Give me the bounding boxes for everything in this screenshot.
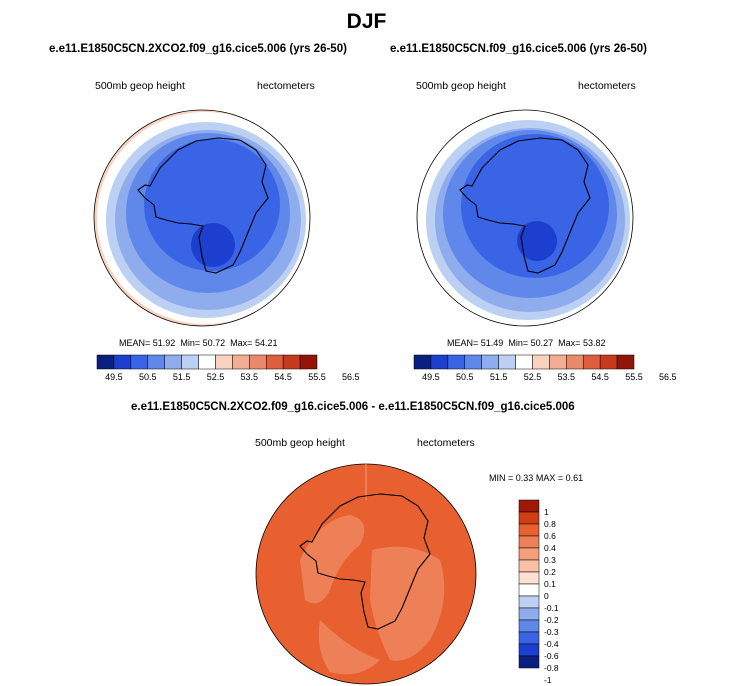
antarctica-coast-left [137, 137, 269, 274]
map-left-fill [94, 110, 310, 326]
panel-title-right: e.e11.E1850C5CN.f09_g16.cice5.006 (yrs 2… [390, 43, 648, 55]
colorbar-tick-label: 53.5 [240, 372, 259, 382]
colorbar-tick-label: 55.5 [308, 372, 326, 382]
colorbar-diff-swatch [518, 511, 540, 525]
colorbar-tick-label: 49.5 [105, 372, 123, 382]
colorbar-swatch [299, 354, 318, 370]
colorbar-tick-label: 50.5 [139, 372, 157, 382]
colorbar-tick-label: 56.5 [342, 372, 360, 382]
colorbar-right-ticks: 49.5 50.5 51.5 52.5 53.5 54.5 55.5 56.5 [0, 372, 733, 386]
stats-left: MEAN= 51.92 Min= 50.72 Max= 54.21 [119, 338, 278, 348]
colorbar-tick-label: 54.5 [274, 372, 292, 382]
colorbar-right [413, 354, 635, 370]
colorbar-diff-swatch [518, 631, 540, 645]
colorbar-tick-label: 52.5 [206, 372, 225, 382]
figure-title: DJF [346, 10, 387, 33]
stats-right: MEAN= 51.49 Min= 50.27 Max= 53.82 [447, 338, 606, 348]
colorbar-diff-swatch [518, 535, 540, 549]
map-diff-fill [256, 464, 476, 684]
field-label-left: 500mb geop height [95, 80, 185, 92]
units-label-left: hectometers [257, 80, 315, 92]
map-right-fill [417, 110, 633, 326]
colorbar-diff-swatch [518, 583, 540, 597]
colorbar-tick-label: 56.5 [659, 372, 677, 382]
colorbar-tick-label: 49.5 [422, 372, 440, 382]
colorbar-diff-swatch [518, 547, 540, 561]
colorbar-diff [518, 499, 540, 669]
colorbar-diff-swatch [518, 571, 540, 585]
colorbar-tick-label: 51.5 [172, 372, 191, 382]
colorbar-tick-label: 50.5 [456, 372, 474, 382]
antarctica-coast-right [459, 137, 591, 274]
colorbar-diff-swatch [518, 559, 540, 573]
units-label-right: hectometers [578, 80, 636, 92]
colorbar-tick-label: 54.5 [591, 372, 609, 382]
colorbar-diff-swatch [518, 595, 540, 609]
colorbar-tick-label: 53.5 [557, 372, 576, 382]
colorbar-left [96, 354, 318, 370]
colorbar-diff-swatch [518, 607, 540, 621]
colorbar-swatch [616, 354, 635, 370]
colorbar-diff-swatch [518, 499, 540, 513]
colorbar-diff-swatch [518, 655, 540, 669]
units-label-diff: hectometers [417, 437, 475, 449]
field-label-diff: 500mb geop height [255, 437, 345, 449]
antarctica-coast-diff [299, 493, 431, 630]
diff-title: e.e11.E1850C5CN.2XCO2.f09_g16.cice5.006 … [131, 401, 575, 413]
colorbar-tick-label: 52.5 [523, 372, 542, 382]
colorbar-diff-swatch [518, 643, 540, 657]
colorbar-left-ticks: 49.5 50.5 51.5 52.5 53.5 54.5 55.5 56.5 [0, 372, 733, 386]
colorbar-diff-swatch [518, 523, 540, 537]
field-label-right: 500mb geop height [416, 80, 506, 92]
panel-title-left: e.e11.E1850C5CN.2XCO2.f09_g16.cice5.006 … [49, 43, 347, 55]
colorbar-diff-swatch [518, 619, 540, 633]
colorbar-tick-label: 55.5 [625, 372, 643, 382]
colorbar-tick-label: 51.5 [489, 372, 508, 382]
stats-diff: MIN = 0.33 MAX = 0.61 [489, 473, 584, 483]
